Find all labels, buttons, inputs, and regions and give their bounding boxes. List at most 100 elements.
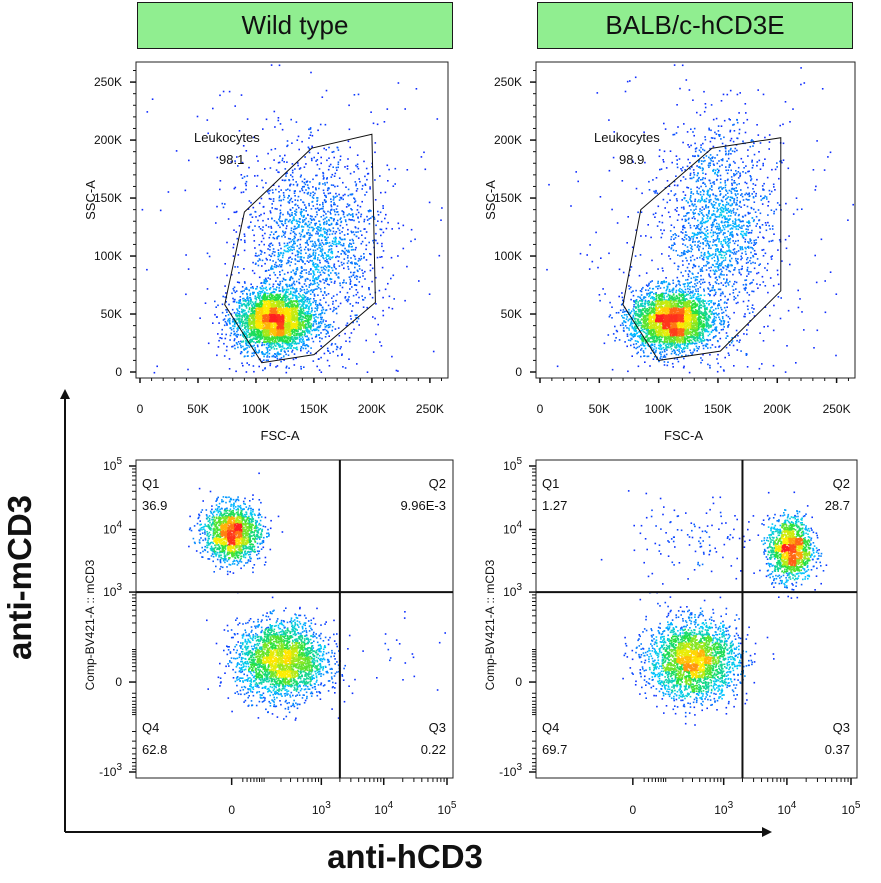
data-point (310, 131, 312, 134)
data-point (276, 299, 278, 301)
data-point (245, 340, 247, 342)
data-point (374, 142, 377, 144)
data-point (264, 297, 266, 300)
data-point (280, 251, 282, 254)
data-point (302, 294, 304, 296)
data-point (301, 297, 304, 300)
data-point (290, 174, 292, 176)
data-point (332, 350, 334, 353)
data-point (291, 331, 294, 334)
data-point (352, 271, 355, 274)
data-point (265, 331, 267, 333)
data-point (290, 227, 293, 229)
data-point (252, 365, 255, 367)
data-point (306, 288, 308, 291)
data-point (307, 249, 310, 252)
data-point (275, 307, 277, 309)
data-point (261, 344, 264, 346)
data-point (287, 305, 289, 307)
data-point (298, 251, 300, 253)
data-point (288, 317, 290, 319)
data-point (366, 371, 369, 373)
data-point (310, 323, 313, 325)
data-point (278, 195, 281, 197)
data-point (261, 265, 263, 267)
data-point (285, 371, 288, 374)
data-point (242, 329, 244, 331)
data-point (283, 293, 286, 296)
data-point (250, 321, 253, 323)
data-point (380, 345, 383, 347)
data-point (314, 282, 316, 285)
data-point (327, 332, 329, 334)
data-point (252, 318, 254, 320)
data-point (327, 168, 330, 171)
data-point (246, 175, 249, 177)
data-point (285, 288, 288, 291)
data-point (239, 325, 241, 327)
data-point (353, 197, 355, 199)
data-point (253, 291, 255, 294)
data-point (268, 329, 270, 332)
data-point (348, 128, 351, 131)
data-point (438, 254, 441, 257)
data-point (331, 151, 334, 153)
data-point (248, 364, 250, 366)
data-point (246, 296, 249, 298)
data-point (242, 320, 245, 323)
data-point (323, 223, 325, 226)
data-point (337, 327, 340, 329)
data-point (375, 303, 377, 305)
data-point (308, 271, 310, 273)
data-point (290, 197, 293, 200)
data-point (258, 336, 260, 339)
data-point (294, 195, 296, 197)
data-point (234, 266, 236, 268)
data-point (391, 355, 393, 358)
data-point (218, 339, 220, 342)
data-point (356, 314, 358, 316)
data-point (261, 179, 263, 182)
data-point (267, 306, 270, 308)
data-point (219, 337, 221, 339)
data-point (394, 167, 397, 170)
data-point (237, 329, 239, 331)
data-point (268, 192, 270, 195)
data-point (323, 282, 326, 284)
data-point (296, 337, 299, 339)
data-point (294, 318, 296, 321)
data-point (252, 334, 254, 337)
data-point (236, 335, 238, 338)
data-point (302, 344, 304, 346)
data-point (286, 145, 288, 148)
data-point (245, 332, 247, 334)
data-point (285, 312, 287, 314)
data-point (290, 248, 292, 251)
data-point (298, 220, 300, 223)
data-point (290, 292, 292, 294)
data-point (303, 295, 306, 297)
data-point (347, 265, 349, 268)
data-point (247, 327, 249, 329)
data-point (297, 225, 300, 227)
data-point (278, 255, 280, 258)
data-point (287, 248, 290, 251)
data-point (284, 179, 287, 182)
data-point (327, 324, 330, 327)
data-point (243, 175, 246, 178)
data-point (295, 337, 298, 339)
data-point (319, 123, 322, 126)
data-point (331, 217, 333, 220)
data-point (280, 261, 283, 263)
data-point (244, 288, 247, 290)
data-point (275, 305, 277, 307)
data-point (289, 313, 291, 315)
data-point (221, 311, 224, 314)
data-point (251, 326, 253, 328)
data-point (284, 324, 286, 327)
data-point (269, 249, 271, 251)
data-point (269, 312, 271, 315)
data-point (269, 287, 272, 289)
data-point (286, 325, 289, 327)
data-point (300, 318, 303, 320)
